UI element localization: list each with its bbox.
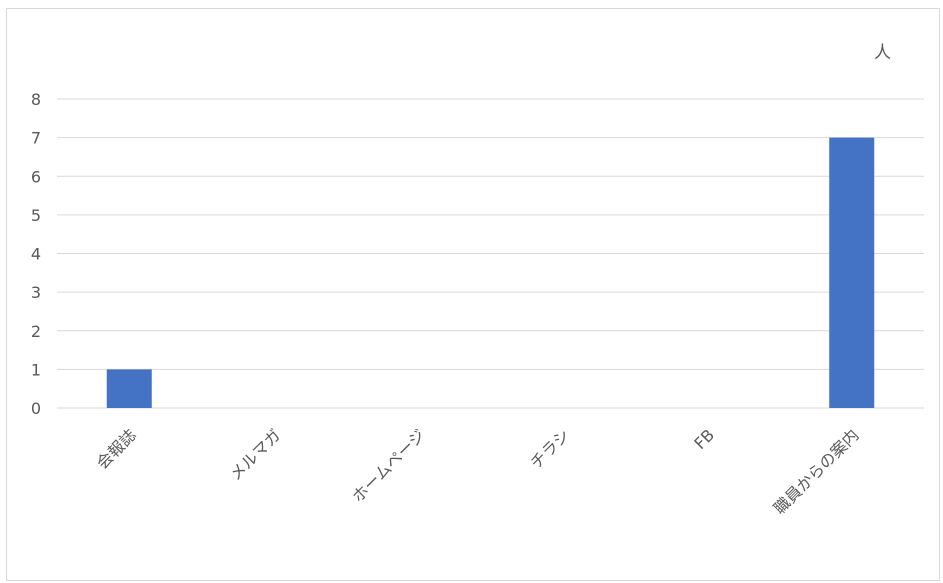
- y-tick-label: 3: [31, 283, 41, 302]
- x-axis-categories: 会報誌 メルマガ ホームページ チラシ FB 職員からの案内: [93, 425, 863, 518]
- y-tick-label: 6: [31, 167, 41, 186]
- y-tick-label: 8: [31, 90, 41, 109]
- y-tick-label: 4: [31, 245, 41, 264]
- bar-5: [829, 137, 875, 408]
- y-tick-label: 7: [31, 129, 41, 148]
- category-label: ホームページ: [348, 425, 429, 506]
- category-label: 職員からの案内: [770, 425, 863, 518]
- category-label: メルマガ: [226, 425, 285, 484]
- chart-frame: [6, 8, 940, 581]
- category-label: 会報誌: [93, 425, 140, 472]
- category-label: FB: [690, 425, 718, 453]
- bars: [106, 137, 875, 408]
- y-tick-label: 5: [31, 206, 41, 225]
- y-axis-ticks: 0 1 2 3 4 5 6 7 8: [31, 90, 41, 418]
- bar-0: [106, 369, 152, 408]
- gridlines: [57, 98, 924, 409]
- y-tick-label: 1: [31, 360, 41, 379]
- y-tick-label: 0: [31, 399, 41, 418]
- y-axis-unit-label: 人: [874, 43, 891, 63]
- category-label: チラシ: [526, 425, 573, 472]
- y-tick-label: 2: [31, 322, 41, 341]
